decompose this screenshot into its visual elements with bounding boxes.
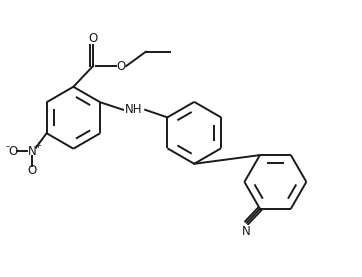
Text: +: + [34,141,41,150]
Text: N: N [242,225,251,238]
Text: O: O [28,165,37,178]
Text: O: O [117,60,126,73]
Text: N: N [28,145,37,158]
Text: O: O [8,145,17,158]
Text: -: - [6,141,10,151]
Text: O: O [88,32,98,45]
Text: NH: NH [125,103,143,116]
